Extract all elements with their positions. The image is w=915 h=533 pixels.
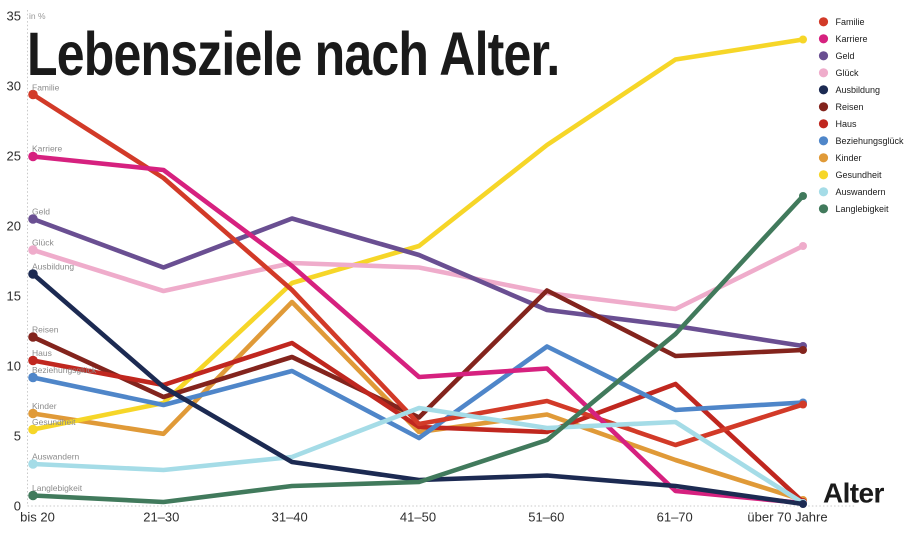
svg-text:Auswandern: Auswandern	[32, 452, 80, 462]
svg-text:30: 30	[7, 78, 21, 93]
svg-text:Auswandern: Auswandern	[836, 187, 886, 197]
svg-text:Glück: Glück	[836, 68, 860, 78]
svg-text:61–70: 61–70	[657, 510, 693, 525]
svg-text:0: 0	[14, 498, 21, 513]
svg-text:5: 5	[14, 428, 21, 443]
svg-text:51–60: 51–60	[528, 510, 564, 525]
svg-text:Langlebigkeit: Langlebigkeit	[32, 483, 83, 493]
svg-text:Gesundheit: Gesundheit	[836, 170, 883, 180]
svg-text:Beziehungsglück: Beziehungsglück	[32, 365, 97, 375]
svg-text:Kinder: Kinder	[32, 401, 57, 411]
svg-text:Ausbildung: Ausbildung	[32, 262, 74, 272]
svg-text:Familie: Familie	[836, 17, 865, 27]
svg-text:in %: in %	[29, 11, 46, 21]
svg-text:Beziehungsglück: Beziehungsglück	[836, 136, 905, 146]
svg-text:Haus: Haus	[32, 348, 52, 358]
svg-text:Gesundheit: Gesundheit	[32, 417, 76, 427]
svg-text:35: 35	[7, 8, 21, 23]
svg-text:Geld: Geld	[836, 51, 855, 61]
svg-text:Reisen: Reisen	[836, 102, 864, 112]
svg-text:15: 15	[7, 288, 21, 303]
svg-text:Glück: Glück	[32, 238, 54, 248]
svg-text:31–40: 31–40	[272, 510, 308, 525]
svg-text:Familie: Familie	[32, 83, 60, 93]
svg-text:Ausbildung: Ausbildung	[836, 85, 881, 95]
svg-text:Reisen: Reisen	[32, 325, 59, 335]
svg-text:Karriere: Karriere	[836, 34, 868, 44]
svg-text:10: 10	[7, 358, 21, 373]
svg-text:21–30: 21–30	[143, 510, 179, 525]
svg-text:über 70 Jahre: über 70 Jahre	[747, 510, 827, 525]
svg-text:Langlebigkeit: Langlebigkeit	[836, 204, 890, 214]
svg-text:41–50: 41–50	[400, 510, 436, 525]
svg-text:bis 20: bis 20	[20, 510, 55, 525]
svg-text:Kinder: Kinder	[836, 153, 862, 163]
svg-text:Geld: Geld	[32, 207, 50, 217]
svg-text:Haus: Haus	[836, 119, 858, 129]
svg-text:20: 20	[7, 218, 21, 233]
svg-text:Karriere: Karriere	[32, 144, 63, 154]
svg-text:Alter: Alter	[823, 478, 884, 509]
svg-text:25: 25	[7, 148, 21, 163]
